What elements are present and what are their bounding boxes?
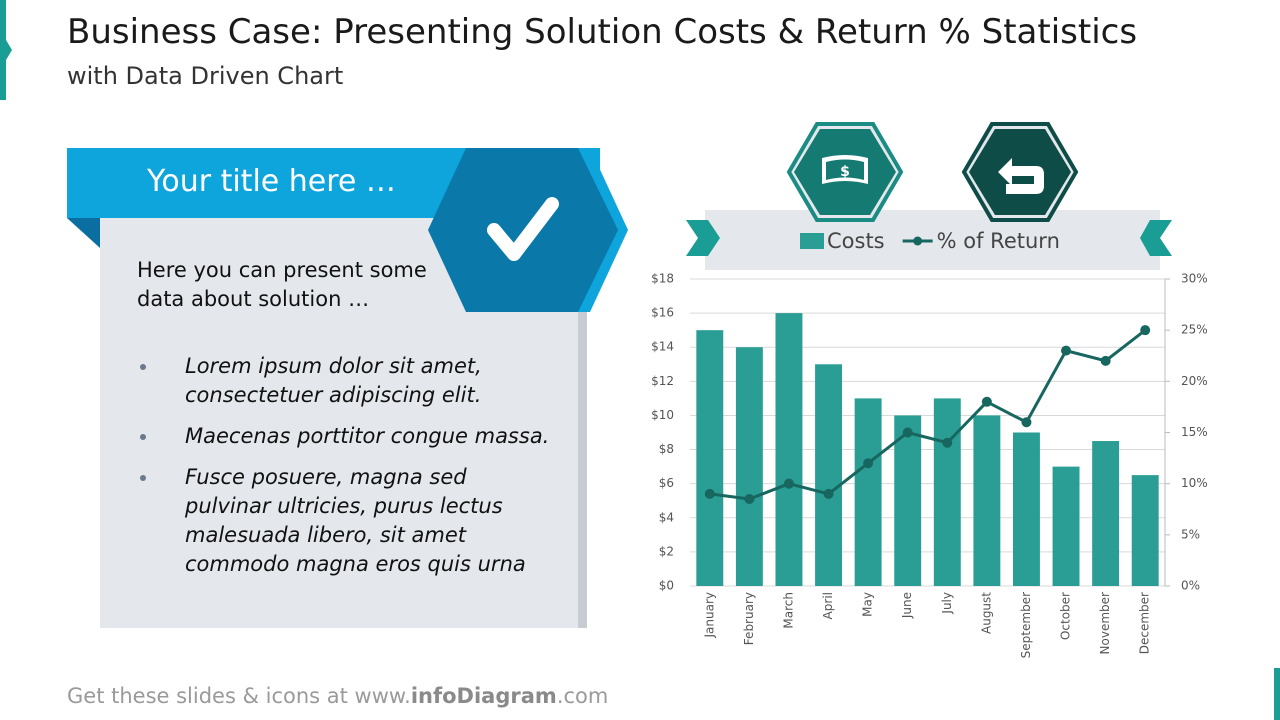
x-tick-label: September [1019, 592, 1033, 658]
bar [933, 398, 961, 586]
x-tick-label: January [702, 592, 716, 639]
point [981, 396, 992, 407]
y2-tick-label: 25% [1181, 323, 1208, 337]
return-icon [998, 158, 1044, 194]
legend-label: % of Return [937, 229, 1060, 253]
point [1021, 417, 1032, 428]
y-tick-label: $6 [659, 476, 674, 490]
bar [775, 313, 803, 586]
line [709, 328, 1147, 501]
bar [1092, 441, 1120, 586]
bar [894, 415, 922, 586]
legend-label: Costs [827, 229, 885, 253]
point [744, 494, 755, 505]
card-edge [578, 310, 587, 628]
x-tick-label: November [1098, 592, 1112, 654]
x-tick-label: October [1059, 592, 1073, 640]
footer: Get these slides & icons at www.infoDiag… [67, 684, 608, 708]
x-tick-label: December [1138, 592, 1152, 654]
y2-tick-label: 15% [1181, 425, 1208, 439]
card-intro: Here you can present some data about sol… [137, 258, 427, 311]
bullet-list: Lorem ipsum dolor sit amet, consectetuer… [137, 352, 557, 591]
footer-brand: infoDiagram [410, 684, 557, 708]
ribbon-end [1140, 220, 1172, 256]
y2-tick-label: 0% [1181, 579, 1200, 593]
y-tick-label: $18 [651, 272, 674, 286]
x-tick-label: March [781, 592, 795, 629]
bar [973, 415, 1001, 586]
accent-arrow [6, 40, 12, 60]
y-tick-label: $16 [651, 306, 674, 320]
bar [815, 364, 842, 586]
x-tick-label: June [900, 592, 914, 619]
x-tick-label: July [940, 592, 954, 615]
point [1140, 325, 1151, 336]
bar [1131, 475, 1159, 586]
y-tick-label: $12 [651, 374, 674, 388]
bullet: Lorem ipsum dolor sit amet, consectetuer… [137, 352, 557, 410]
hex-icon [428, 148, 618, 312]
accent-bar [0, 0, 6, 100]
bar [1052, 466, 1080, 586]
footer-text: Get these slides & icons at www. [67, 684, 411, 708]
point [783, 478, 794, 489]
bullet: Maecenas porttitor congue massa. [137, 422, 557, 451]
footer-text: .com [556, 684, 609, 708]
point [902, 427, 913, 438]
y-tick-label: $10 [651, 408, 674, 422]
x-tick-label: May [861, 592, 875, 617]
check-icon [487, 197, 559, 261]
legend-swatch [800, 233, 824, 249]
money-icon-inner [826, 159, 864, 180]
y2-tick-label: 30% [1181, 272, 1208, 286]
point [1100, 355, 1111, 366]
money-symbol: $ [840, 164, 850, 180]
x-tick-label: August [979, 592, 993, 634]
y2-tick-label: 20% [1181, 374, 1208, 388]
accent-bar [1274, 668, 1280, 720]
y2-tick-label: 5% [1181, 527, 1200, 541]
legend-point [913, 236, 923, 246]
bar [854, 398, 882, 586]
y-tick-label: $8 [659, 442, 674, 456]
slide-subtitle: with Data Driven Chart [67, 62, 344, 90]
point [863, 458, 874, 469]
y-tick-label: $2 [659, 544, 674, 558]
card-fold [67, 218, 100, 248]
card-title: Your title here … [147, 164, 396, 199]
point [823, 488, 834, 499]
y2-tick-label: 10% [1181, 476, 1208, 490]
bar [696, 330, 724, 586]
y-tick-label: $14 [651, 340, 674, 354]
bar [1013, 432, 1040, 586]
slide-title: Business Case: Presenting Solution Costs… [67, 12, 1138, 52]
point [942, 437, 953, 448]
bar [735, 347, 763, 586]
point [1061, 345, 1072, 356]
ribbon-end [686, 220, 720, 256]
y-tick-label: $4 [659, 510, 674, 524]
x-tick-label: February [742, 592, 756, 645]
point [704, 488, 715, 499]
bullet: Fusce posuere, magna sed pulvinar ultric… [137, 463, 557, 579]
y-tick-label: $0 [659, 579, 674, 593]
x-tick-label: April [821, 592, 835, 619]
